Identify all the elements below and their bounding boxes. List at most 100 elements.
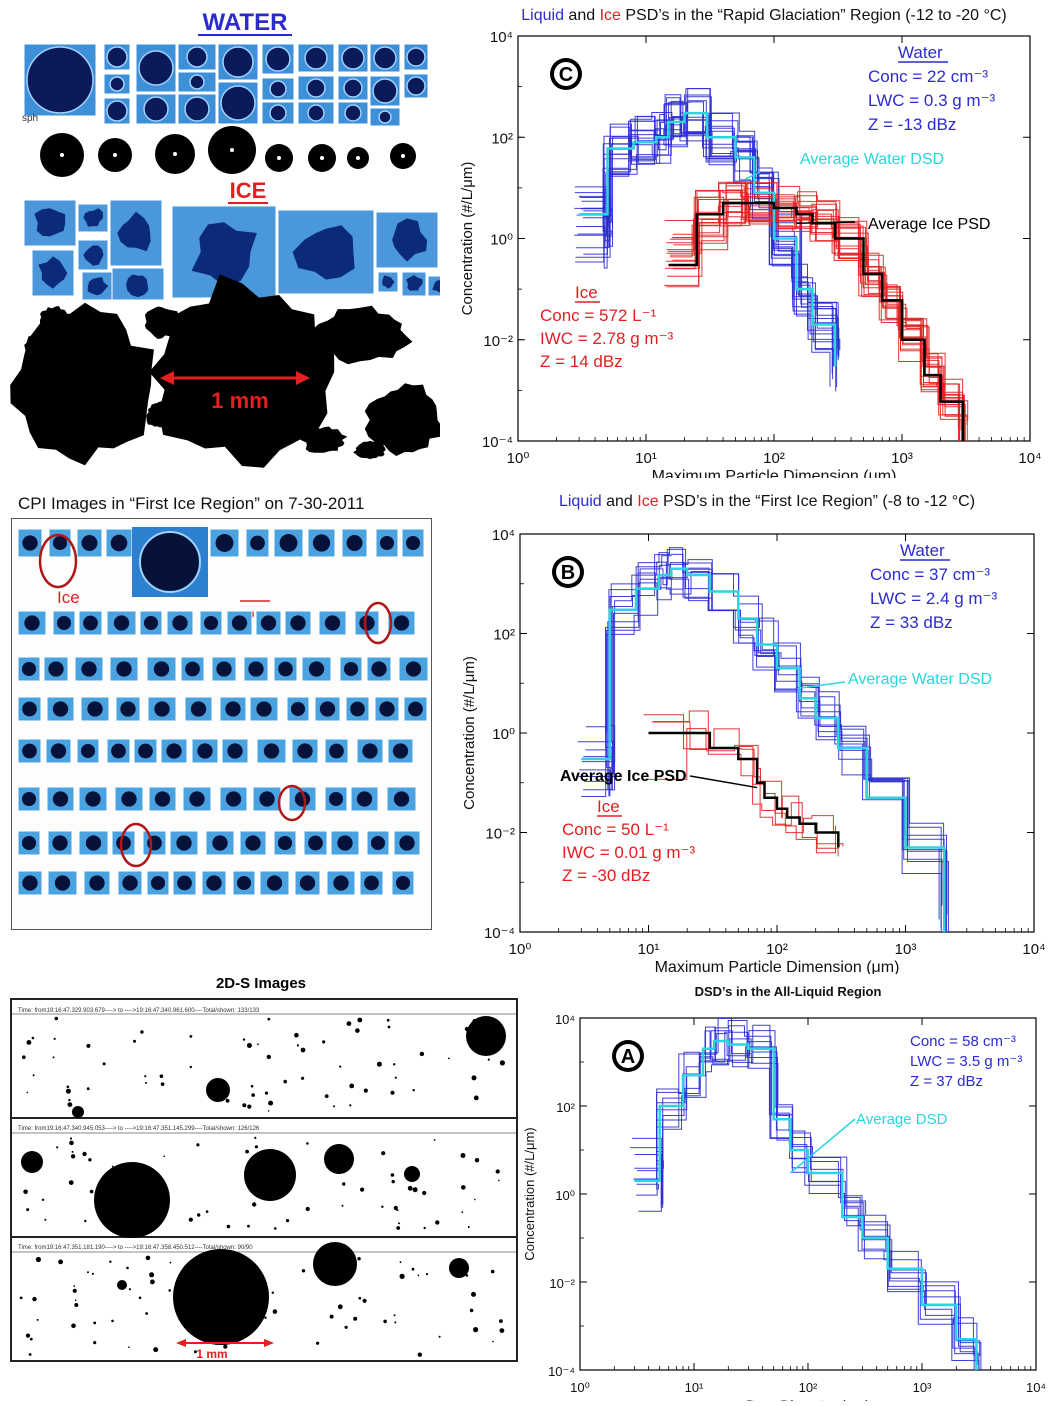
s2d-scale-arrow-left xyxy=(176,1339,186,1347)
s2d-particle xyxy=(19,1296,23,1300)
water-droplet-image xyxy=(184,96,210,122)
s2d-particle xyxy=(102,1062,106,1066)
cpi-droplet xyxy=(22,701,37,717)
s2d-particle xyxy=(390,1173,395,1177)
cpi-droplet xyxy=(248,661,264,677)
ice-spectrum-line xyxy=(653,710,834,834)
cpi-large-droplet xyxy=(139,531,201,593)
cpi-droplet xyxy=(52,791,69,807)
s2d-particle xyxy=(32,1296,37,1302)
droplet-spot xyxy=(60,153,64,157)
s2d-particle xyxy=(223,1344,228,1349)
chart-annotation-arrow xyxy=(745,171,761,180)
s2d-particle xyxy=(242,1038,246,1041)
average-ice-psd-line xyxy=(668,201,965,441)
cpi-droplet xyxy=(21,835,37,851)
cpi-droplet xyxy=(21,661,37,677)
s2d-large-particle xyxy=(404,1166,420,1182)
ice-crystal-image xyxy=(191,222,257,287)
water-droplet-image xyxy=(406,76,426,96)
cpi-droplet xyxy=(259,791,275,807)
s2d-particle xyxy=(145,1081,148,1084)
s2d-particle xyxy=(225,1098,230,1103)
ice-stat-line: Ice xyxy=(575,283,598,302)
s2d-particle xyxy=(109,1260,112,1263)
s2d-particle xyxy=(74,1303,79,1307)
s2d-particle xyxy=(254,1145,258,1149)
cpi-droplet xyxy=(278,661,293,677)
s2d-particle xyxy=(68,1098,71,1102)
panel-letter-inner xyxy=(554,62,578,86)
water-spectrum-line xyxy=(583,561,947,932)
droplet-spot xyxy=(113,153,117,157)
s2d-particle xyxy=(22,1055,26,1059)
s2d-particle xyxy=(407,1185,413,1191)
water-droplet-image xyxy=(341,46,365,70)
ice-stat-line: IWC = 2.78 g m⁻³ xyxy=(540,329,674,348)
s2d-particle xyxy=(423,1226,426,1230)
s2d-particle xyxy=(399,1261,402,1264)
cpi-thumb xyxy=(314,696,341,722)
s2d-particle xyxy=(58,1259,63,1265)
scale-label: 1 mm xyxy=(211,388,268,413)
x-axis-label: Maximum Particle Dimension (μm) xyxy=(652,468,897,478)
cpi-droplet xyxy=(24,615,40,631)
cpi-droplet xyxy=(290,615,306,631)
chart-c-panel: Liquid and Ice PSD’s in the “Rapid Glaci… xyxy=(450,0,1050,485)
droplet-spot xyxy=(277,156,281,160)
cpi-droplet xyxy=(177,875,192,891)
cpi-droplet xyxy=(277,835,293,851)
s2d-particle xyxy=(358,1296,362,1300)
chart-a-panel: DSD’s in the All-Liquid Region 10⁰ 10¹ 10² 1… xyxy=(510,978,1050,1406)
cpi-droplet xyxy=(113,615,130,631)
s2d-particle xyxy=(490,1269,495,1274)
sph-label: sph xyxy=(22,113,38,124)
s2d-particle xyxy=(339,1065,342,1068)
s2d-particle xyxy=(353,1316,358,1321)
s2d-particle xyxy=(189,1035,193,1038)
s2d-particle xyxy=(149,1272,155,1278)
y-tick-label: 10² xyxy=(493,627,515,644)
s2d-particle xyxy=(342,1182,346,1186)
s2d-particle xyxy=(283,1079,288,1084)
ice-spectrum-line xyxy=(671,183,961,441)
s2d-large-particle xyxy=(324,1144,354,1174)
cpi-droplet xyxy=(87,701,103,717)
cpi-droplet xyxy=(56,615,72,631)
panel-letter: A xyxy=(621,1046,635,1068)
cpi-droplet xyxy=(359,615,375,631)
cpi-images-panel: Ice 100 μm xyxy=(11,518,432,930)
s2d-particle xyxy=(138,1296,142,1300)
cpi-droplet xyxy=(227,743,243,759)
s2d-particle xyxy=(82,1151,87,1157)
s2d-particle xyxy=(495,1169,500,1174)
cpi-droplet xyxy=(405,535,421,551)
s2d-particle xyxy=(66,1085,70,1089)
ice-shadow-particle xyxy=(24,334,46,356)
y-tick-label: 10⁻⁴ xyxy=(548,1364,575,1379)
ice-heading: ICE xyxy=(230,178,267,203)
cpi-droplet xyxy=(299,875,316,891)
water-droplet-image xyxy=(378,110,392,124)
s2d-particle xyxy=(363,1088,368,1093)
s2d-particle xyxy=(29,1337,33,1341)
cpi-droplet xyxy=(190,701,207,717)
s2d-large-particle xyxy=(244,1149,296,1201)
s2d-particle xyxy=(247,1104,252,1109)
y-tick-label: 10² xyxy=(491,130,513,147)
s2d-particle xyxy=(73,1285,76,1287)
s2d-particle xyxy=(396,1209,399,1212)
s2d-particle xyxy=(245,1149,250,1154)
s2d-images-panel: Time: from19:16:47.329.903.679----> to -… xyxy=(10,998,518,1362)
s2d-large-particle xyxy=(21,1151,43,1173)
s2d-particle xyxy=(381,1205,384,1208)
s2d-particle xyxy=(316,1341,320,1345)
water-spectrum-line xyxy=(575,131,831,387)
chart-title-part: and xyxy=(564,7,600,24)
cpi-droplet xyxy=(319,701,336,717)
s2d-particle xyxy=(412,1187,418,1193)
water-spectrum-line xyxy=(581,553,940,920)
water-spectrum-line xyxy=(635,1026,975,1370)
s2d-particle xyxy=(41,1198,45,1201)
average-ice-psd-line xyxy=(648,731,840,848)
